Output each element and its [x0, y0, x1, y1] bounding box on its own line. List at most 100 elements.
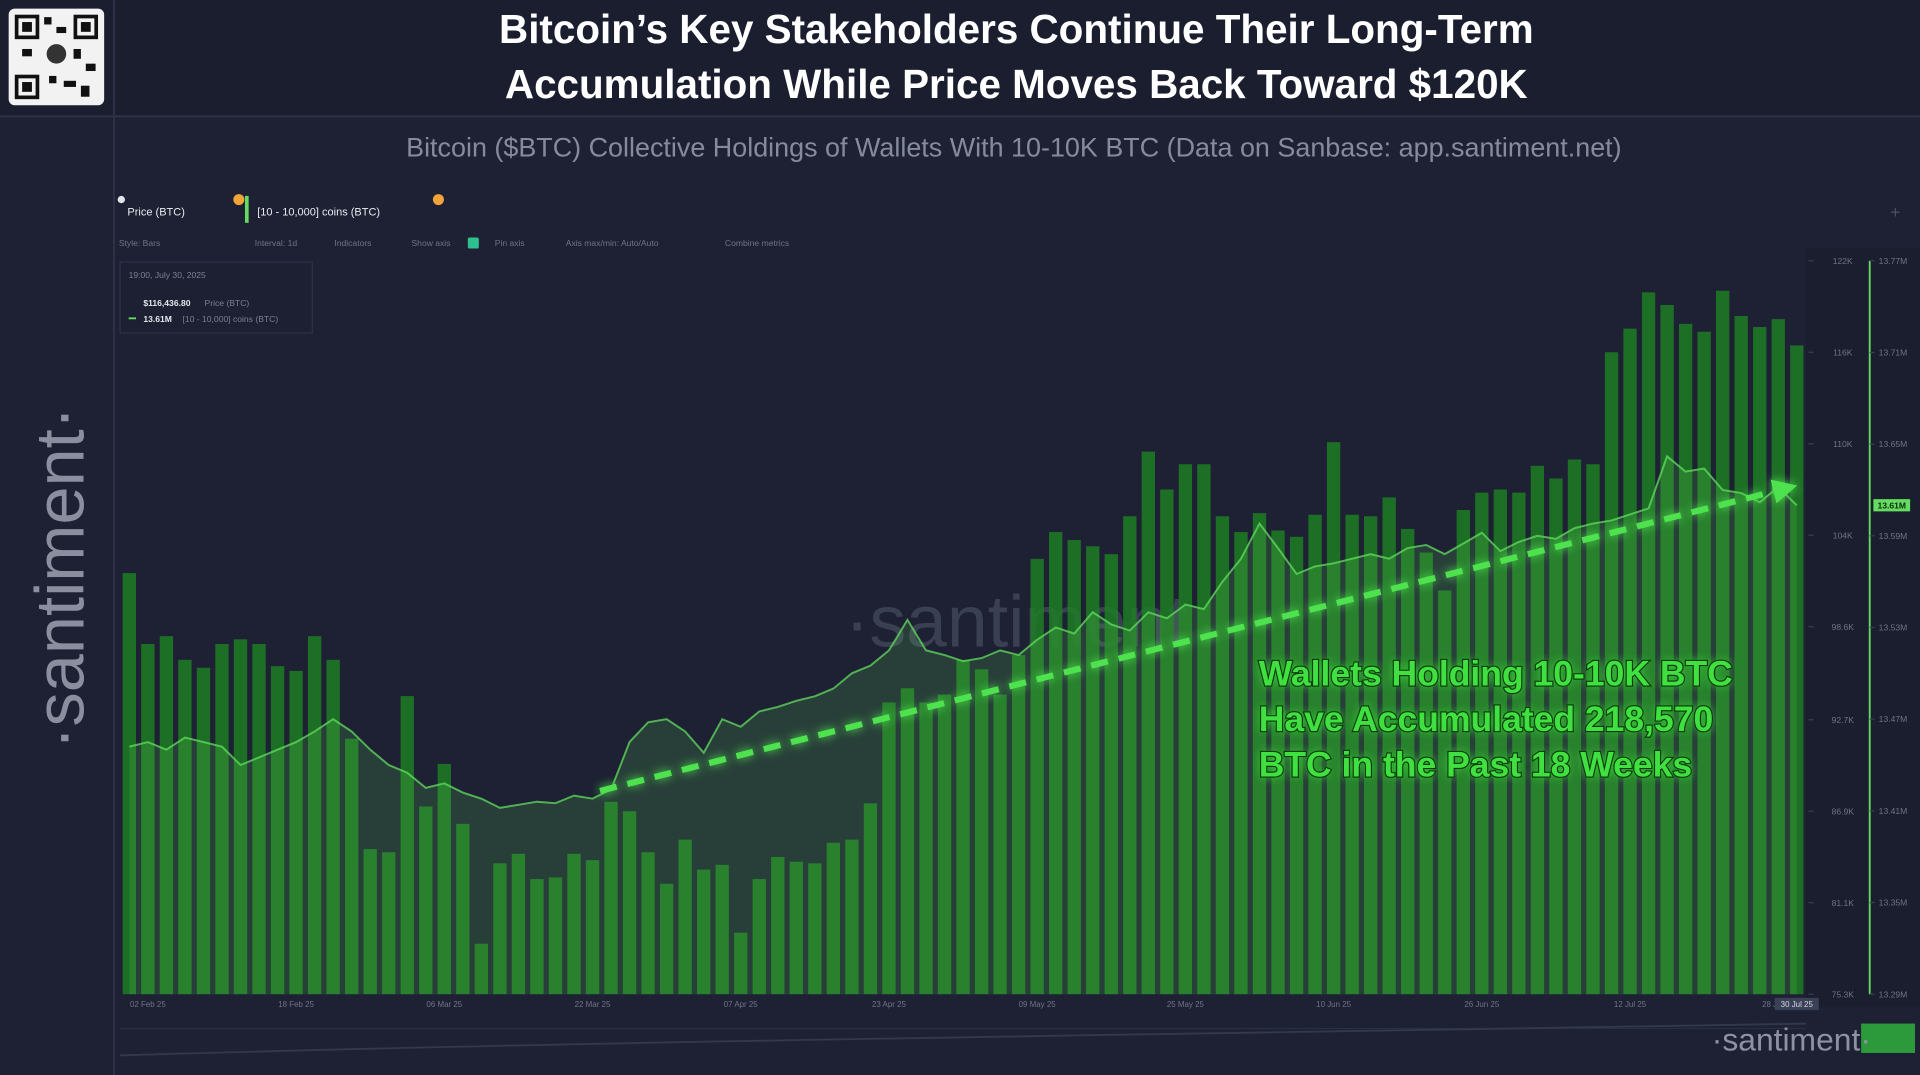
price-bar [752, 879, 766, 995]
price-bar [159, 636, 174, 995]
price-bar [511, 853, 526, 995]
legend-badge [233, 194, 245, 206]
price-bar [1382, 497, 1396, 995]
price-bar [863, 803, 878, 995]
title-line: Bitcoin’s Key Stakeholders Continue Thei… [499, 6, 1534, 52]
price-bar [196, 667, 211, 995]
price-bar [289, 670, 303, 995]
price-bar [1401, 528, 1415, 995]
annotation-line: BTC in the Past 18 Weeks [1259, 744, 1692, 784]
y2-tick-label: 13.59M [1879, 531, 1908, 541]
legend-badge [432, 194, 444, 206]
y-tick-label: 75.3K [1832, 989, 1855, 999]
x-tick-label: 10 Jun 25 [1316, 1000, 1351, 1009]
price-bar [715, 864, 729, 995]
price-bar [789, 861, 803, 995]
price-bar [307, 636, 322, 995]
x-cursor-label: 30 Jul 25 [1781, 1000, 1814, 1009]
price-bar [622, 811, 637, 995]
price-bar [419, 806, 433, 995]
x-tick-label: 07 Apr 25 [724, 1000, 759, 1009]
add-button[interactable]: + [1890, 202, 1900, 222]
tooltip-value: $116,436.80 [143, 298, 190, 308]
price-bar [178, 659, 192, 995]
price-bar [548, 877, 563, 995]
price-bar [141, 644, 155, 995]
price-bar [1011, 655, 1026, 995]
x-tick-label: 25 May 25 [1167, 1000, 1205, 1009]
price-bar [1586, 464, 1600, 995]
navigator-handle[interactable] [1861, 1023, 1916, 1053]
price-bar [1215, 516, 1230, 995]
checkbox[interactable] [467, 237, 479, 249]
legend-entry[interactable]: [10 - 10,000] coins (BTC) [257, 206, 380, 218]
price-bar [1660, 304, 1674, 995]
price-bar [1567, 459, 1582, 995]
y-tick-label: 110K [1833, 439, 1853, 449]
toolbar-item[interactable]: Pin axis [495, 238, 525, 248]
legend-swatch [244, 195, 249, 223]
price-bar [882, 702, 896, 995]
price-bar [1604, 352, 1619, 995]
price-bar [1512, 492, 1526, 995]
holdings-line [129, 454, 1798, 809]
price-bar [956, 659, 970, 995]
toolbar-item[interactable]: Interval: 1d [255, 238, 298, 248]
y-tick-label: 104K [1833, 530, 1853, 540]
price-bar [826, 842, 841, 995]
price-bar [530, 879, 544, 995]
toolbar-item[interactable]: Combine metrics [725, 238, 789, 248]
y2-tick-label: 13.53M [1879, 623, 1908, 633]
price-bar [1456, 509, 1470, 995]
x-tick-label: 23 Apr 25 [872, 1000, 907, 1009]
side-branding: ·santiment· [21, 406, 98, 749]
price-bar [1123, 516, 1137, 995]
price-bar [1178, 464, 1193, 995]
price-bar [1252, 513, 1267, 995]
price-bar [808, 863, 822, 995]
y-tick-label: 116K [1833, 347, 1853, 357]
price-bar [1623, 328, 1637, 995]
price-bar [900, 688, 915, 995]
legend-entry[interactable]: Price (BTC) [127, 206, 184, 218]
toolbar: Price (BTC) [10 - 10,000] coins (BTC) St… [117, 194, 1900, 249]
price-bar [974, 669, 989, 995]
price-bar [1271, 530, 1285, 995]
x-tick-label: 06 Mar 25 [426, 1000, 462, 1009]
price-bar [678, 839, 692, 995]
x-tick-label: 22 Mar 25 [575, 1000, 611, 1009]
price-bar [1289, 536, 1304, 995]
price-bar [122, 573, 137, 995]
axis-panel [1806, 248, 1920, 1007]
price-bar [1363, 516, 1378, 995]
price-bar [1641, 292, 1656, 995]
price-bar [1549, 478, 1563, 995]
price-bar [1308, 514, 1322, 995]
footer-branding: ·santiment· [1712, 1022, 1871, 1058]
qr-code [8, 8, 105, 106]
price-bar [1086, 546, 1100, 995]
price-bar [1697, 331, 1711, 995]
price-bar [1419, 552, 1433, 995]
price-bar [493, 863, 507, 995]
y2-tick-label: 13.35M [1879, 898, 1908, 908]
legend-dot [117, 195, 125, 204]
annotation: Wallets Holding 10-10K BTC Have Accumula… [1258, 652, 1735, 785]
navigator-trace [120, 1022, 1807, 1057]
price-bar [771, 856, 785, 995]
toolbar-item[interactable]: Show axis [411, 238, 450, 248]
price-bar [919, 702, 933, 995]
price-bar [474, 943, 489, 995]
tooltip-label: [10 - 10,000] coins (BTC) [183, 314, 279, 324]
toolbar-item[interactable]: Axis max/min: Auto/Auto [566, 238, 659, 248]
price-bar [659, 883, 674, 995]
toolbar-item[interactable]: Indicators [334, 238, 371, 248]
title-line: Accumulation While Price Moves Back Towa… [505, 61, 1528, 107]
price-bar [1326, 442, 1341, 995]
toolbar-item[interactable]: Style: Bars [119, 238, 160, 248]
price-bar [1030, 558, 1044, 995]
trend-arrow [599, 479, 1798, 794]
y-tick-label: 92.7K [1832, 715, 1855, 725]
y2-tick-label: 13.77M [1879, 256, 1908, 266]
cursor-date-badge [1774, 997, 1819, 1011]
